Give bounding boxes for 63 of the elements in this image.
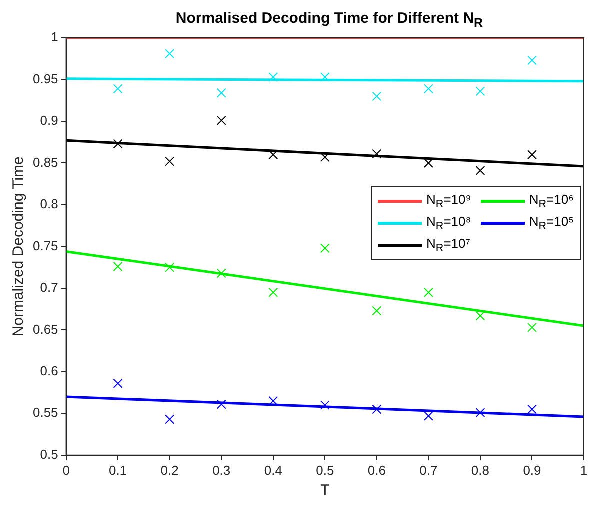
point xyxy=(216,400,226,410)
point xyxy=(527,404,537,414)
x-tick-label: 0.9 xyxy=(523,462,542,478)
point xyxy=(424,288,434,298)
legend-label: N$_{R}$=10⁶ xyxy=(529,192,574,210)
point xyxy=(165,414,175,424)
y-tick-label: 1 xyxy=(51,30,58,45)
point xyxy=(424,158,434,168)
point xyxy=(216,116,226,126)
y-tick-label: 0.75 xyxy=(32,238,58,254)
point xyxy=(372,149,382,159)
point xyxy=(476,86,486,96)
point xyxy=(372,306,382,316)
point xyxy=(113,84,123,94)
y-tick-label: 0.95 xyxy=(32,71,58,86)
point xyxy=(113,139,123,149)
y-tick-label: 0.5 xyxy=(40,446,58,462)
y-tick-label: 0.9 xyxy=(40,113,58,128)
point xyxy=(424,84,434,94)
point xyxy=(476,408,486,418)
point xyxy=(424,411,434,421)
y-tick-label: 0.6 xyxy=(40,364,58,378)
point xyxy=(216,88,226,98)
point xyxy=(372,404,382,414)
point xyxy=(527,322,537,332)
legend-label: N$_{R}$=10⁸ xyxy=(426,214,472,232)
point xyxy=(165,156,175,166)
y-tick-label: 0.7 xyxy=(40,280,58,296)
x-tick-label: 0.5 xyxy=(316,462,334,478)
point xyxy=(320,72,330,82)
legend-label: N$_{R}$=10⁹ xyxy=(426,192,472,210)
x-tick-label: 0.4 xyxy=(264,462,282,478)
x-tick-label: 0.2 xyxy=(160,462,179,478)
y-tick-label: 0.55 xyxy=(32,405,58,420)
point xyxy=(476,311,486,321)
x-tick-label: 0.3 xyxy=(212,462,231,478)
point xyxy=(527,56,537,66)
point xyxy=(527,150,537,160)
x-tick-label: 0.6 xyxy=(368,462,386,478)
point xyxy=(165,262,175,272)
y-tick-label: 0.65 xyxy=(32,322,58,337)
x-tick-label: 0.7 xyxy=(420,462,438,478)
point xyxy=(320,400,330,410)
x-tick-label: 1 xyxy=(580,462,588,478)
point xyxy=(165,49,175,59)
y-tick-label: 0.85 xyxy=(32,154,58,170)
point xyxy=(268,72,278,82)
x-tick-label: 0.8 xyxy=(471,462,490,478)
y-tick-label: 0.8 xyxy=(40,196,58,212)
legend-label: N$_{R}$=10⁵ xyxy=(529,214,574,232)
x-tick-label: 0.1 xyxy=(109,462,128,478)
point xyxy=(113,378,123,388)
point xyxy=(268,288,278,298)
point xyxy=(113,262,123,272)
point xyxy=(320,244,330,254)
y-axis-title: Normalized Decoding Time xyxy=(10,156,28,337)
point xyxy=(372,92,382,102)
point xyxy=(476,166,486,176)
x-axis-title: T xyxy=(320,482,330,500)
x-tick-label: 0 xyxy=(62,462,70,478)
legend-label: N$_{R}$=10⁷ xyxy=(426,236,470,254)
point xyxy=(216,268,226,278)
chart-title: Normalised Decoding Time for Different N$_{R}$ xyxy=(174,10,484,30)
